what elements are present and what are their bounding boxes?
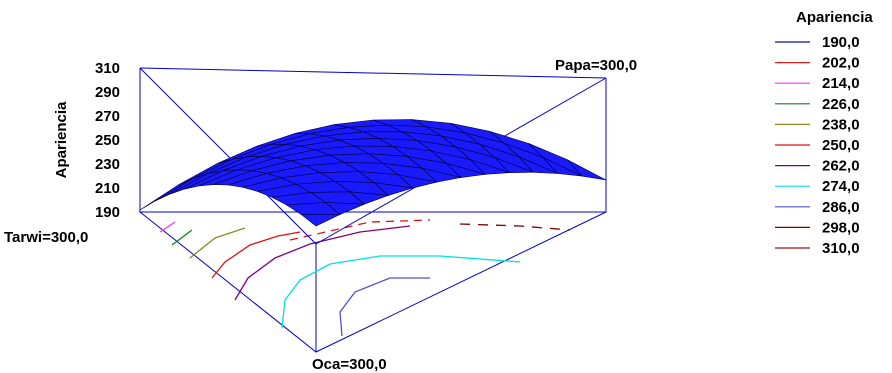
vertex-label-tarwi: Tarwi=300,0 (4, 229, 88, 246)
surface-patch (566, 159, 607, 181)
contour-lines (159, 219, 571, 337)
surface-patch (494, 157, 534, 173)
surface-patch (421, 167, 462, 183)
legend-label: 238,0 (822, 116, 860, 133)
z-tick-label: 310 (95, 60, 120, 77)
z-axis-label: Apariencia (53, 101, 70, 178)
legend-label: 226,0 (822, 96, 860, 113)
legend-label: 190,0 (822, 34, 860, 51)
contour-line (339, 277, 430, 337)
contour-line (234, 225, 411, 301)
surface-patch (470, 159, 510, 175)
z-tick-label: 250 (95, 132, 120, 149)
contour-plane-triangle (138, 211, 607, 353)
contour-line (459, 223, 571, 231)
z-tick-label: 230 (95, 156, 120, 173)
surface-patch (542, 157, 582, 177)
surface-patch (446, 163, 486, 178)
frame-edge (139, 67, 317, 245)
surface-patch (348, 191, 389, 205)
contour-line (281, 255, 521, 329)
legend-label: 298,0 (822, 219, 860, 236)
vertex-label-papa: Papa=300,0 (555, 57, 637, 74)
z-axis-ticks: 310 290 270 250 230 210 190 (95, 60, 120, 221)
legend-label: 250,0 (822, 137, 860, 154)
legend-title: Apariencia (796, 9, 873, 26)
response-surface (139, 119, 607, 227)
legend: Apariencia 190,0 202,0 214,0 226,0 238,0 250,… (775, 9, 873, 257)
contour-line (289, 219, 431, 241)
legend-label: 202,0 (822, 55, 860, 72)
contour-line (211, 231, 301, 279)
surface-patch (518, 156, 558, 174)
surface-patch (324, 202, 365, 215)
legend-label: 214,0 (822, 75, 860, 92)
legend-label: 262,0 (822, 158, 860, 175)
legend-label: 274,0 (822, 178, 860, 195)
surface-patch (372, 182, 413, 196)
contour-line (171, 229, 193, 246)
contour-line (189, 227, 246, 259)
z-tick-label: 290 (95, 84, 120, 101)
frame-edge (139, 67, 607, 79)
surface-patch (397, 174, 437, 189)
legend-label: 286,0 (822, 199, 860, 216)
contour-line (159, 221, 176, 233)
surface-patch (300, 214, 341, 227)
legend-label: 310,0 (822, 240, 860, 257)
z-tick-label: 210 (95, 180, 120, 197)
z-tick-label: 270 (95, 108, 120, 125)
z-tick-label: 190 (95, 204, 120, 221)
vertex-label-oca: Oca=300,0 (312, 356, 387, 373)
